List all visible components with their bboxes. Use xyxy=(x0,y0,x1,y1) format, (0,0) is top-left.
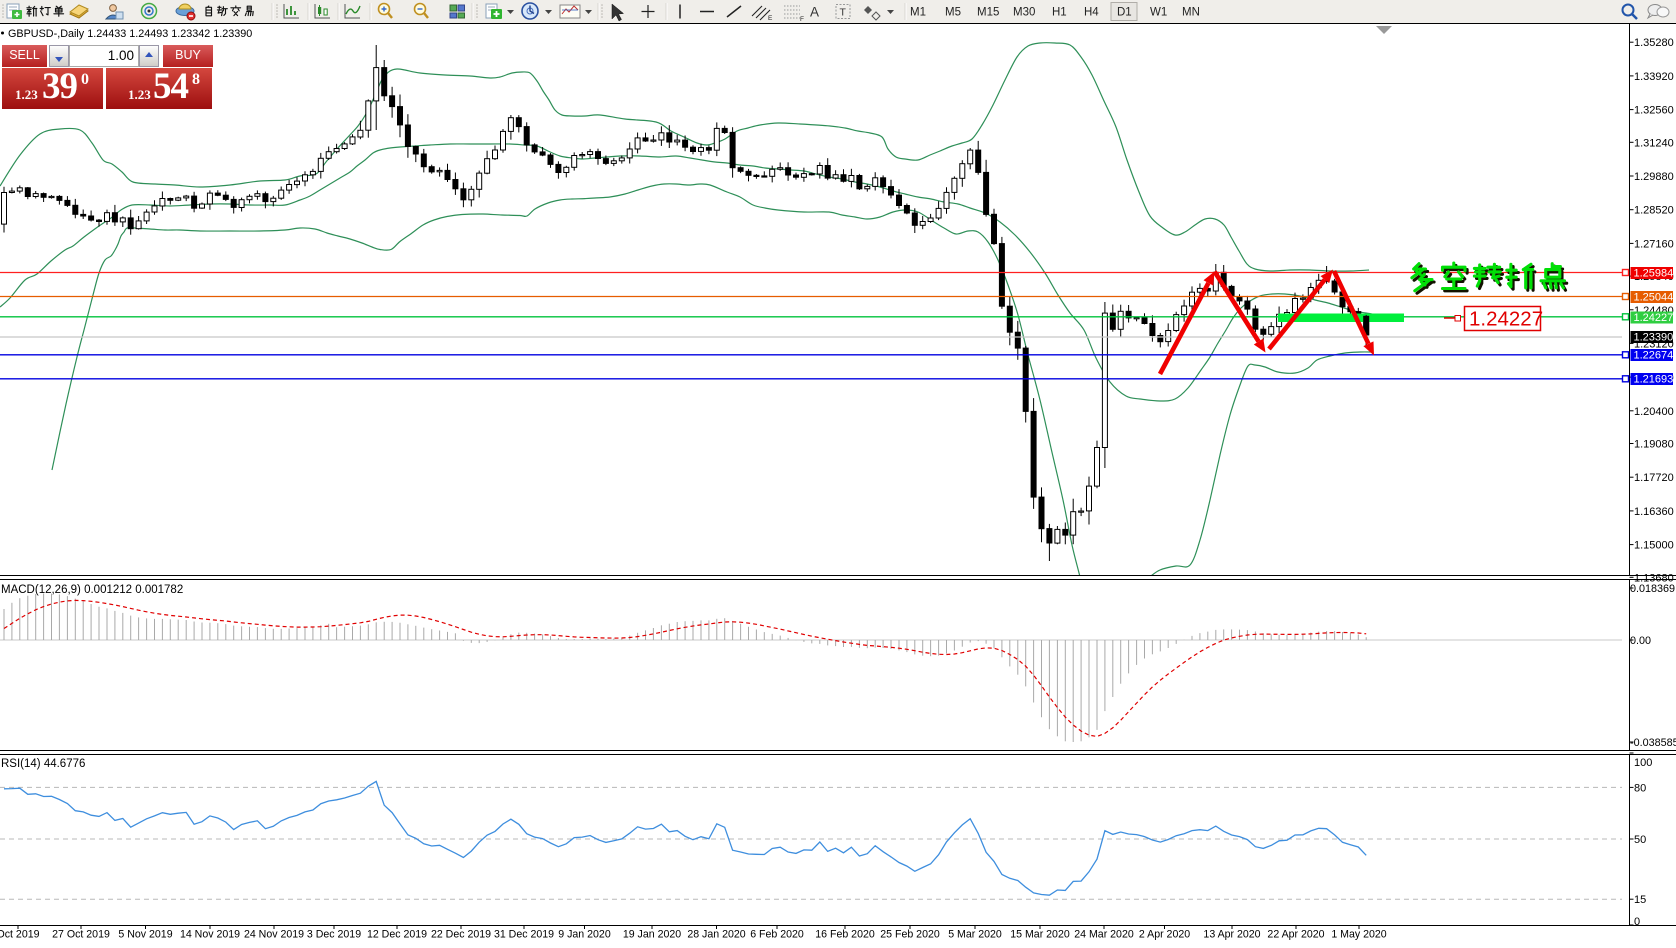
svg-text:W1: W1 xyxy=(1150,7,1167,19)
svg-text:1.33920: 1.33920 xyxy=(1634,71,1674,83)
svg-text:1.13680: 1.13680 xyxy=(1634,572,1674,584)
svg-text:F: F xyxy=(800,16,804,23)
svg-text:1.21693: 1.21693 xyxy=(1634,374,1674,386)
svg-text:1.22674: 1.22674 xyxy=(1634,350,1674,362)
svg-text:24 Nov 2019: 24 Nov 2019 xyxy=(244,929,304,941)
svg-text:15: 15 xyxy=(1634,894,1646,906)
svg-text:1.27160: 1.27160 xyxy=(1634,238,1674,250)
svg-text:100: 100 xyxy=(1634,757,1652,769)
svg-text:0.018369: 0.018369 xyxy=(1630,583,1675,595)
svg-text:1.28520: 1.28520 xyxy=(1634,205,1674,217)
svg-text:5 Nov 2019: 5 Nov 2019 xyxy=(118,929,172,941)
svg-text:15 Mar 2020: 15 Mar 2020 xyxy=(1010,929,1070,941)
svg-text:13 Apr 2020: 13 Apr 2020 xyxy=(1203,929,1260,941)
svg-text:1.17720: 1.17720 xyxy=(1634,472,1674,484)
svg-text:3 Dec 2019: 3 Dec 2019 xyxy=(307,929,361,941)
svg-text:5 Mar 2020: 5 Mar 2020 xyxy=(948,929,1002,941)
svg-text:1.24227: 1.24227 xyxy=(1634,312,1674,324)
svg-text:19 Jan 2020: 19 Jan 2020 xyxy=(623,929,681,941)
svg-text:25 Feb 2020: 25 Feb 2020 xyxy=(880,929,940,941)
svg-text:31 Dec 2019: 31 Dec 2019 xyxy=(494,929,554,941)
svg-text:0.00: 0.00 xyxy=(1630,635,1651,647)
svg-text:MACD(12,26,9) 0.001212 0.00178: MACD(12,26,9) 0.001212 0.001782 xyxy=(1,584,183,596)
svg-text:T: T xyxy=(840,7,847,19)
svg-text:M1: M1 xyxy=(910,7,926,19)
svg-text:6 Feb 2020: 6 Feb 2020 xyxy=(750,929,804,941)
svg-text:1.19080: 1.19080 xyxy=(1634,439,1674,451)
svg-text:28 Jan 2020: 28 Jan 2020 xyxy=(687,929,745,941)
svg-text:MN: MN xyxy=(1182,7,1200,19)
svg-text:22 Dec 2019: 22 Dec 2019 xyxy=(431,929,491,941)
svg-text:1.15000: 1.15000 xyxy=(1634,540,1674,552)
svg-text:50: 50 xyxy=(1634,834,1646,846)
svg-text:1.24227: 1.24227 xyxy=(1469,308,1543,331)
svg-text:1.16360: 1.16360 xyxy=(1634,506,1674,518)
svg-text:1.20400: 1.20400 xyxy=(1634,406,1674,418)
svg-text:1.23390: 1.23390 xyxy=(1634,332,1674,344)
svg-text:D1: D1 xyxy=(1117,7,1132,19)
svg-text:2 Apr 2020: 2 Apr 2020 xyxy=(1139,929,1190,941)
svg-text:12 Dec 2019: 12 Dec 2019 xyxy=(367,929,427,941)
svg-text:RSI(14) 44.6776: RSI(14) 44.6776 xyxy=(1,758,85,770)
svg-text:H4: H4 xyxy=(1084,7,1099,19)
svg-text:9 Jan 2020: 9 Jan 2020 xyxy=(558,929,611,941)
svg-text:1.32560: 1.32560 xyxy=(1634,105,1674,117)
svg-text:E: E xyxy=(768,15,773,22)
svg-text:1 May 2020: 1 May 2020 xyxy=(1331,929,1386,941)
svg-text:H1: H1 xyxy=(1052,7,1067,19)
svg-text:M30: M30 xyxy=(1013,7,1035,19)
svg-text:14 Nov 2019: 14 Nov 2019 xyxy=(180,929,240,941)
svg-text:Oct 2019: Oct 2019 xyxy=(0,929,40,941)
svg-text:0: 0 xyxy=(1634,916,1640,928)
svg-text:A: A xyxy=(810,5,819,20)
svg-text:80: 80 xyxy=(1634,782,1646,794)
svg-text:1.25044: 1.25044 xyxy=(1634,292,1674,304)
svg-text:1.29880: 1.29880 xyxy=(1634,171,1674,183)
svg-text:-0.038585: -0.038585 xyxy=(1630,737,1676,749)
svg-text:22 Apr 2020: 22 Apr 2020 xyxy=(1267,929,1324,941)
svg-text:27 Oct 2019: 27 Oct 2019 xyxy=(52,929,110,941)
svg-text:M5: M5 xyxy=(945,7,961,19)
svg-text:16 Feb 2020: 16 Feb 2020 xyxy=(815,929,875,941)
svg-text:24 Mar 2020: 24 Mar 2020 xyxy=(1074,929,1134,941)
svg-text:GBPUSD-,Daily 1.24433 1.24493: GBPUSD-,Daily 1.24433 1.24493 1.23342 1.… xyxy=(8,28,252,40)
svg-text:1.35280: 1.35280 xyxy=(1634,37,1674,49)
svg-text:1.31240: 1.31240 xyxy=(1634,137,1674,149)
svg-text:1.25984: 1.25984 xyxy=(1634,268,1674,280)
svg-text:M15: M15 xyxy=(977,7,999,19)
